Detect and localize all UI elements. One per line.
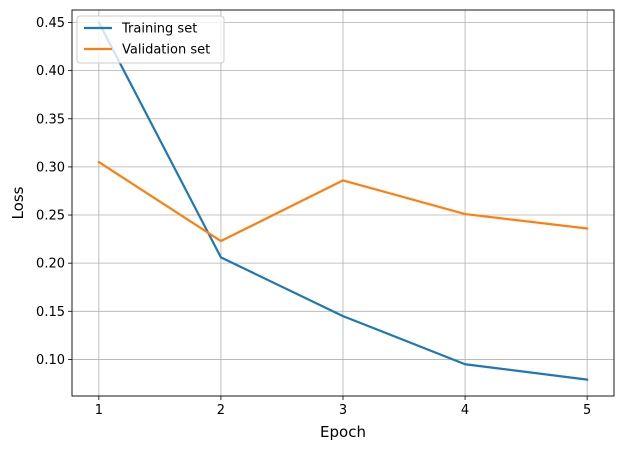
y-tick-label: 0.45	[36, 16, 65, 31]
y-tick-label: 0.25	[36, 209, 65, 224]
plot-frame	[71, 9, 615, 397]
x-tick-label: 2	[217, 403, 225, 418]
x-tick-label: 3	[339, 403, 347, 418]
y-tick-label: 0.35	[36, 112, 65, 127]
y-tick-label: 0.10	[36, 353, 65, 368]
tick-labels: 1 2 3 4 5 0.10 0.15 0.20 0.25 0.30 0.35 0.40 0.45	[36, 16, 591, 418]
legend-label: Training set	[121, 22, 197, 37]
x-tick-label: 4	[461, 403, 469, 418]
x-tick-label: 5	[583, 403, 591, 418]
y-tick-label: 0.20	[36, 257, 65, 272]
y-tick-label: 0.30	[36, 160, 65, 175]
y-axis-title: Loss	[9, 186, 27, 219]
x-tick-label: 1	[95, 403, 103, 418]
legend-box	[76, 15, 225, 64]
y-tick-label: 0.40	[36, 64, 65, 79]
series-lines	[97, 21, 589, 381]
legend: Training set Validation set	[76, 15, 225, 64]
y-tick-label: 0.15	[36, 305, 65, 320]
legend-label: Validation set	[122, 43, 210, 58]
x-axis-title: Epoch	[320, 423, 366, 441]
plot-axes	[68, 9, 615, 400]
grid-lines	[72, 10, 614, 396]
